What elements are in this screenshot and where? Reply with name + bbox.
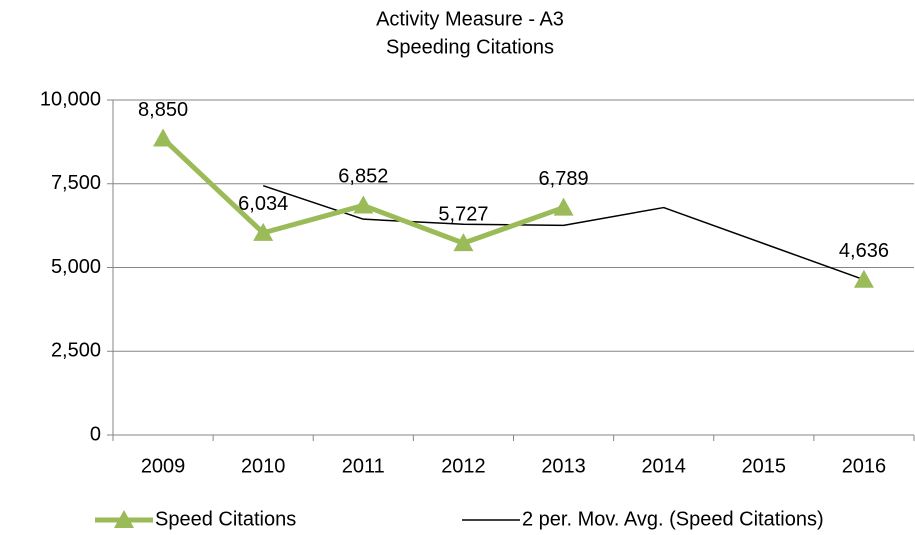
y-tick-label: 2,500 — [51, 340, 101, 362]
x-tick-label: 2015 — [742, 455, 787, 477]
legend-label: Speed Citations — [155, 508, 296, 530]
x-tick-label: 2011 — [342, 455, 385, 477]
y-tick-label: 10,000 — [40, 88, 101, 110]
x-tick-label: 2013 — [541, 455, 586, 477]
chart-subtitle: Speeding Citations — [386, 36, 554, 58]
x-tick-label: 2009 — [141, 455, 186, 477]
data-label: 6,852 — [338, 166, 388, 188]
legend-label: 2 per. Mov. Avg. (Speed Citations) — [522, 508, 824, 530]
chart-title: Activity Measure - A3 — [376, 8, 564, 30]
x-tick-label: 2010 — [241, 455, 286, 477]
marker — [853, 269, 874, 288]
data-label: 8,850 — [138, 99, 188, 121]
marker — [553, 197, 574, 216]
legend-marker — [114, 510, 134, 528]
marker — [353, 195, 374, 214]
x-tick-label: 2012 — [441, 455, 486, 477]
marker — [253, 222, 274, 241]
x-tick-label: 2014 — [641, 455, 686, 477]
marker — [153, 128, 174, 147]
x-tick-label: 2016 — [842, 455, 887, 477]
y-tick-label: 0 — [90, 423, 101, 445]
data-label: 6,789 — [539, 168, 589, 190]
data-label: 5,727 — [438, 203, 488, 225]
series-line — [262, 184, 865, 281]
y-tick-label: 7,500 — [51, 172, 101, 194]
data-label: 4,636 — [839, 240, 889, 262]
data-label: 6,034 — [238, 193, 288, 215]
marker — [453, 233, 474, 252]
y-tick-label: 5,000 — [51, 256, 101, 278]
